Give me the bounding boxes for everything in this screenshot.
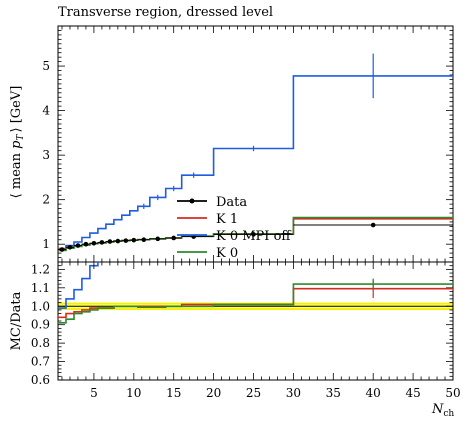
ratio-y-tick-label: 1.2 xyxy=(31,262,50,276)
ratio-y-tick-label: 1.0 xyxy=(31,299,50,313)
ratio-y-tick-label: 1.1 xyxy=(31,281,50,295)
ratio-panel: 0.6 0.7 0.8 0.9 1.0 1.1 1.2 MC/Data xyxy=(9,261,454,387)
top-y-tick-label: 5 xyxy=(42,59,50,73)
data-point xyxy=(75,243,81,248)
ratio-plot-frame xyxy=(57,261,454,381)
data-point xyxy=(123,238,129,243)
top-y-axis-label: ⟨ mean pT⟩ [GeV] xyxy=(9,86,26,199)
ratio-line-k-0 xyxy=(58,283,453,324)
data-point xyxy=(155,236,161,242)
top-data-points xyxy=(58,222,453,252)
legend-marker xyxy=(189,198,195,204)
legend: Data K 1 K 0 MPI off K 0 xyxy=(177,195,292,261)
series-line-k-0-mpi-off xyxy=(58,75,453,251)
legend-label: Data xyxy=(216,195,247,210)
ratio-y-tick-label: 0.8 xyxy=(31,336,50,350)
data-point xyxy=(59,247,65,252)
top-y-ticks: 1 2 3 4 5 xyxy=(42,25,453,263)
top-y-tick-label: 1 xyxy=(42,237,50,251)
ratio-y-tick-label: 0.6 xyxy=(31,373,50,387)
top-y-tick-label: 4 xyxy=(42,104,50,118)
data-point xyxy=(370,222,376,228)
data-point xyxy=(107,239,113,244)
top-y-tick-label: 3 xyxy=(42,148,50,162)
data-point xyxy=(99,240,105,245)
legend-label: K 1 xyxy=(216,212,238,227)
ratio-y-tick-label: 0.9 xyxy=(31,318,50,332)
legend-label: K 0 xyxy=(216,246,238,261)
x-tick-label: 15 xyxy=(166,386,181,400)
data-point xyxy=(251,232,256,237)
x-tick-label: 30 xyxy=(286,386,301,400)
x-axis-label: Nch xyxy=(431,402,454,419)
x-tick-label: 40 xyxy=(366,386,381,400)
top-y-tick-label: 2 xyxy=(42,193,50,207)
ratio-y-axis-label: MC/Data xyxy=(9,291,24,350)
data-point xyxy=(115,238,121,244)
ratio-y-tick-label: 0.7 xyxy=(31,355,50,369)
data-point xyxy=(131,237,137,243)
x-tick-label: 5 xyxy=(90,386,98,400)
data-point xyxy=(141,237,147,243)
top-panel: 1 2 3 4 5 ⟨ mean pT⟩ [GeV] xyxy=(9,25,454,263)
legend-label: K 0 MPI off xyxy=(216,229,292,244)
x-tick-label: 25 xyxy=(246,386,261,400)
x-tick-label: 20 xyxy=(206,386,221,400)
x-tick-label: 10 xyxy=(126,386,141,400)
x-ticks: 5 10 15 20 25 30 35 40 45 50 xyxy=(61,26,461,400)
data-point xyxy=(83,241,89,247)
x-tick-label: 50 xyxy=(445,386,460,400)
ratio-y-ticks: 0.6 0.7 0.8 0.9 1.0 1.1 1.2 xyxy=(31,261,453,387)
data-point xyxy=(67,245,73,250)
top-series-lines xyxy=(58,53,453,252)
x-tick-label: 35 xyxy=(326,386,341,400)
top-plot-frame xyxy=(57,25,454,263)
chart-title: Transverse region, dressed level xyxy=(58,5,273,20)
data-point xyxy=(91,240,97,246)
x-tick-label: 45 xyxy=(405,386,420,400)
ratio-line-k-0-mpi-off xyxy=(58,262,99,309)
data-point xyxy=(171,235,177,241)
ratio-series-lines xyxy=(58,262,453,324)
